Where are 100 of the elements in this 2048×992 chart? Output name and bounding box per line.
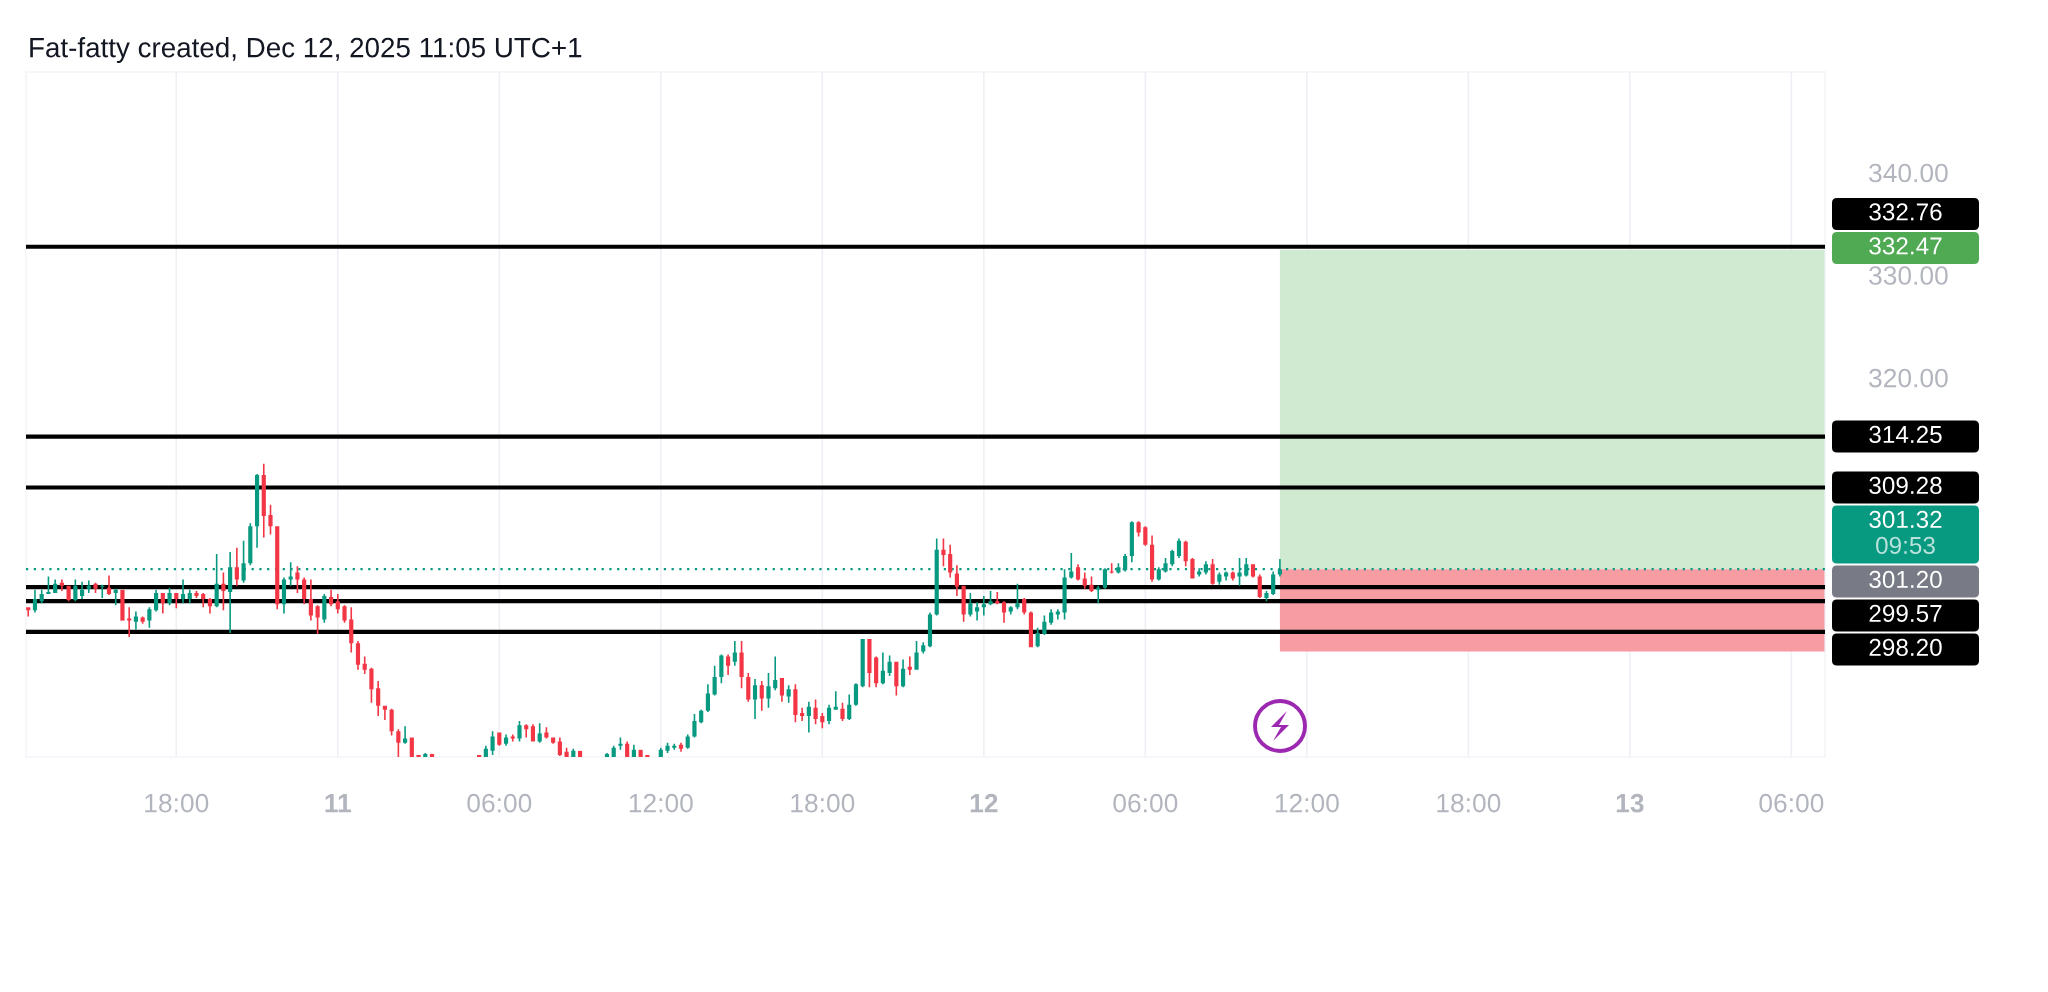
candlestick (106, 575, 112, 595)
candlestick (503, 734, 509, 746)
candlestick (335, 593, 340, 614)
candlestick (779, 678, 785, 702)
candlestick (1123, 553, 1128, 572)
candlestick (133, 611, 138, 630)
ref-line-label: 298.20 (1869, 638, 1942, 657)
candlestick (900, 659, 906, 688)
candlestick (409, 737, 414, 757)
candlestick (160, 592, 165, 614)
candlestick (295, 566, 300, 593)
candlestick (1008, 606, 1013, 615)
candlestick (826, 704, 832, 725)
candlestick (961, 585, 966, 622)
candlestick (254, 473, 260, 548)
candlestick (86, 580, 91, 593)
candlestick (1022, 598, 1027, 615)
candlestick (429, 753, 435, 757)
text: 301.20 (1869, 570, 1942, 589)
candlestick (914, 641, 919, 670)
candlestick (32, 589, 38, 613)
candlestick (631, 744, 636, 757)
candlestick (261, 463, 266, 538)
candlestick (93, 582, 98, 593)
candlestick (746, 672, 751, 702)
candlestick (39, 589, 44, 604)
candlestick (342, 605, 347, 623)
candlestick (907, 656, 912, 675)
candlestick (281, 577, 287, 614)
candlestick (362, 656, 367, 674)
candlestick (954, 565, 959, 596)
x-tick-label: 18:00 (145, 793, 209, 813)
candlestick (732, 641, 737, 666)
x-tick-label: 13 (1616, 793, 1644, 813)
candlestick (840, 702, 845, 722)
candlestick (833, 691, 838, 710)
ref-line-label: 332.76 (1869, 203, 1942, 221)
candlestick (577, 750, 583, 757)
x-tick-label: 06:00 (1759, 793, 1824, 813)
candlestick (853, 683, 859, 706)
candlestick (847, 694, 852, 721)
candlestick (766, 672, 771, 708)
candlestick (167, 587, 172, 606)
candlestick (1089, 576, 1094, 592)
candlestick (1230, 571, 1235, 581)
candlestick (678, 742, 684, 752)
candlestick (66, 585, 71, 602)
candlestick (934, 538, 939, 616)
candlestick (524, 724, 529, 738)
candlestick (1190, 558, 1195, 579)
ref-line-label: 301.32 09:53 (1869, 510, 1942, 555)
x-tick-label: 18:00 (791, 793, 855, 813)
candlestick (349, 607, 354, 653)
candlestick (1136, 521, 1141, 537)
candlestick (53, 579, 58, 593)
candlestick (483, 745, 488, 757)
candlestick (571, 748, 576, 757)
candlestick (557, 737, 562, 756)
candlestick (894, 661, 899, 696)
candlestick (510, 734, 515, 742)
candlestick (551, 737, 556, 744)
candlestick (302, 577, 307, 605)
candlestick (490, 731, 495, 755)
candlestick (752, 679, 758, 720)
candlestick (665, 742, 670, 753)
ref-line-label: 299.57 (1869, 604, 1942, 623)
candlestick (59, 579, 64, 591)
candlestick (880, 652, 885, 685)
candlestick (1250, 564, 1256, 578)
candlestick (416, 754, 421, 757)
candlestick (1176, 538, 1182, 559)
x-tick-label: 06:00 (1113, 793, 1178, 813)
candlestick (948, 544, 953, 578)
candlestick (874, 656, 879, 688)
y-tick-label: 330.00 (1869, 266, 1948, 285)
x-tick-label: 12:00 (1275, 793, 1339, 813)
x-tick-label: 06:00 (467, 793, 532, 813)
candlestick (544, 727, 549, 739)
x-tick-label: 11 (325, 794, 352, 813)
candlestick (1217, 572, 1222, 585)
candlestick (625, 741, 630, 757)
candlestick (699, 709, 704, 724)
chart-title: Fat-fatty created, Dec 12, 2025 11:05 UTC+1 (30, 37, 582, 63)
candlestick (604, 752, 610, 757)
candlestick (241, 540, 246, 583)
candlestick (403, 726, 408, 744)
candlestick (382, 705, 387, 721)
candlestick (322, 593, 327, 623)
candlestick (726, 654, 731, 675)
candlestick (1129, 521, 1134, 563)
candlestick (308, 579, 313, 621)
candlestick (127, 607, 132, 638)
candlestick (759, 681, 764, 711)
candlestick (1028, 611, 1034, 648)
candlestick (1149, 535, 1155, 582)
candlestick (174, 592, 179, 609)
candlestick (26, 607, 31, 617)
candlestick (800, 707, 805, 722)
x-tick-label: 12:00 (629, 793, 693, 813)
candlestick (1210, 559, 1215, 585)
